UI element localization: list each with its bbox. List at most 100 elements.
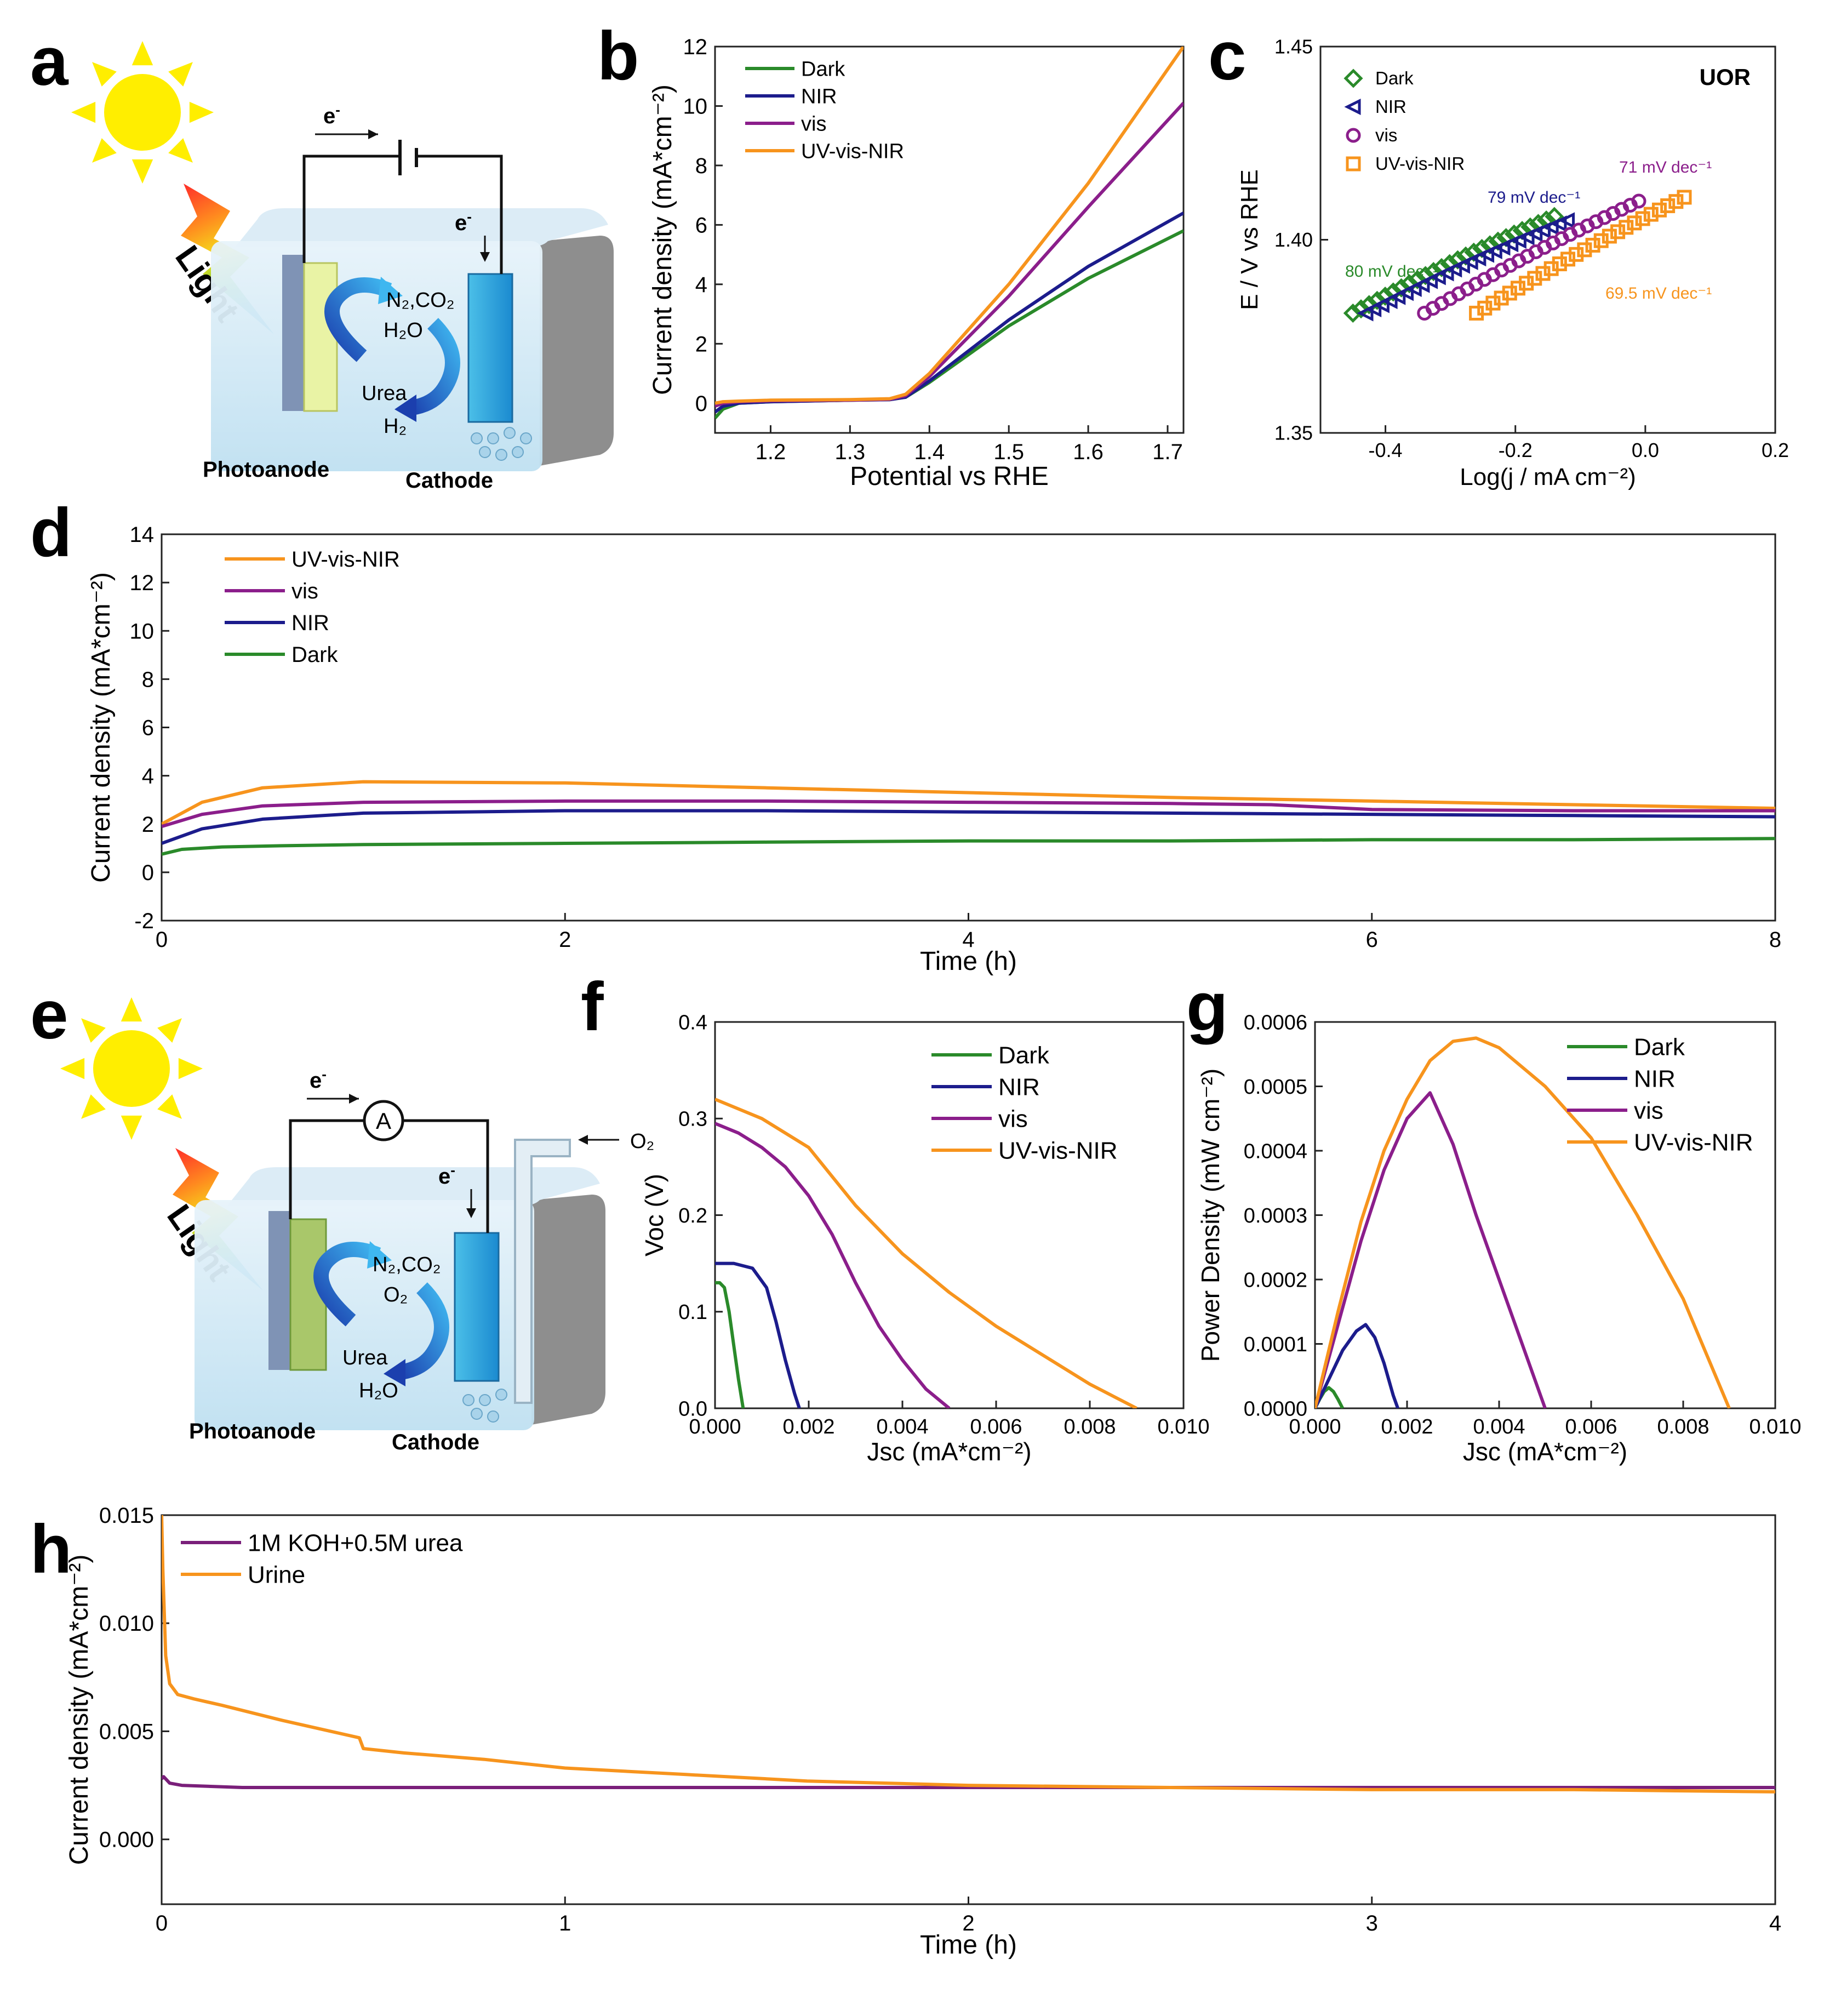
- sun-ray: [121, 1115, 142, 1140]
- sun-ray: [71, 101, 96, 123]
- data-point: [1373, 296, 1390, 313]
- oxygen-tube: [514, 1139, 571, 1404]
- y-tick-label: 8: [142, 667, 154, 692]
- series-line-nir: [1315, 1323, 1400, 1408]
- cell-side: [540, 236, 614, 466]
- x-tick-label: 1.5: [993, 440, 1024, 464]
- chart-h-urine: 0 1 2 3 4 0.000 0.005 0.010 0.015 Time (h) Current…: [65, 1504, 1781, 1960]
- photoanode-plate: [268, 1211, 290, 1370]
- y-axis-label: Current density (mA*cm⁻²): [648, 84, 677, 395]
- oxidation-arrow: [324, 277, 392, 362]
- data-point: [1351, 299, 1371, 319]
- wire-right: [416, 155, 503, 274]
- bubbles-icon: [462, 1389, 507, 1423]
- x-axis-label: Jsc (mA*cm⁻²): [867, 1437, 1031, 1466]
- data-point: [1602, 229, 1617, 244]
- cell-top: [236, 208, 608, 247]
- legend-label: UV-vis-NIR: [1634, 1129, 1753, 1156]
- y-tick-label: 10: [683, 94, 708, 118]
- data-point: [1421, 272, 1438, 289]
- sun-ray: [189, 101, 214, 123]
- data-point: [1631, 193, 1646, 209]
- series-line-dark: [162, 837, 1775, 856]
- series-line-urine: [162, 1515, 1775, 1794]
- y-tick-label: 6: [695, 213, 707, 237]
- slope-label: 79 mV dec⁻¹: [1488, 189, 1580, 207]
- data-point: [1399, 274, 1419, 294]
- legend-label: Dark: [801, 58, 845, 81]
- y-tick-label: 0.0005: [1244, 1076, 1307, 1099]
- hydrogen-label: H₂: [384, 415, 407, 438]
- sun-ray: [132, 159, 153, 184]
- x-tick-label: 0.2: [1762, 439, 1789, 461]
- oxygen-inlet-arrowhead: [578, 1135, 588, 1145]
- reduction-arrowhead: [384, 1359, 405, 1386]
- data-point: [1408, 270, 1427, 289]
- series-line-uv-vis-nir: [715, 1098, 1137, 1408]
- sun-ray: [81, 1018, 106, 1043]
- legend-label: NIR: [291, 611, 329, 635]
- data-point: [1381, 293, 1398, 310]
- product-label: N₂,CO₂: [373, 1253, 441, 1276]
- electron-label-top: e-: [310, 1066, 327, 1093]
- chart-f-voc: 0.000 0.002 0.004 0.006 0.008 0.010 0.0 0.1 0.2 0…: [640, 1011, 1210, 1466]
- wire-right: [403, 1119, 489, 1233]
- y-tick-label: 4: [695, 273, 707, 297]
- legend-label: NIR: [801, 85, 837, 108]
- x-tick-label: 2: [962, 1911, 974, 1935]
- data-point: [1635, 211, 1650, 226]
- plot-frame: [714, 45, 1185, 434]
- plot-frame: [161, 533, 1776, 922]
- x-axis-label: Time (h): [920, 947, 1017, 976]
- sun-ray: [157, 1018, 182, 1043]
- y-tick-label: 12: [130, 571, 155, 595]
- data-point: [1391, 278, 1411, 298]
- arrowhead-top: [349, 1094, 359, 1104]
- data-point: [1397, 284, 1414, 301]
- legend-label: NIR: [998, 1073, 1040, 1100]
- panel-label-e: e: [30, 977, 68, 1053]
- electron-label-side: e-: [438, 1162, 455, 1189]
- data-point: [1359, 295, 1379, 315]
- ammeter-icon: [363, 1100, 404, 1141]
- data-point: [1558, 212, 1575, 229]
- data-point: [1416, 266, 1436, 285]
- legend-label: vis: [801, 112, 826, 135]
- x-tick-label: 0.0: [1632, 439, 1659, 461]
- x-tick-label: 1.3: [835, 440, 866, 464]
- series-line-uv-vis-nir: [162, 780, 1775, 826]
- series-line-vis: [715, 1122, 951, 1408]
- y-tick-label: 0.000: [99, 1828, 154, 1852]
- legend-label: Urine: [248, 1561, 305, 1588]
- y-tick-label: 0.0: [678, 1397, 707, 1420]
- legend-label: UV-vis-NIR: [291, 547, 400, 572]
- sun-ray: [92, 138, 117, 163]
- series-line-nir: [715, 1261, 801, 1408]
- sun-ray: [168, 138, 193, 163]
- x-tick-label: 0.004: [1473, 1415, 1525, 1438]
- legend-label: UV-vis-NIR: [1375, 153, 1465, 174]
- data-point: [1677, 190, 1692, 205]
- data-point: [1577, 242, 1592, 258]
- y-tick-label: 0.2: [678, 1204, 707, 1227]
- panel-label-a: a: [30, 24, 69, 100]
- data-point: [1643, 207, 1659, 222]
- y-tick-label: 0.005: [99, 1720, 154, 1744]
- y-tick-label: 2: [695, 332, 707, 356]
- series-line-nir: [715, 212, 1184, 414]
- data-point: [1437, 265, 1454, 282]
- x-tick-label: 0: [156, 928, 168, 952]
- x-tick-label: 0.004: [876, 1415, 928, 1438]
- y-tick-label: 0.3: [678, 1108, 707, 1131]
- water-label: H₂O: [359, 1379, 398, 1402]
- y-tick-label: -2: [134, 909, 154, 933]
- chart-g-power: 0.000 0.002 0.004 0.006 0.008 0.010 0.0000 0.00…: [1196, 1011, 1802, 1466]
- x-axis-label: Jsc (mA*cm⁻²): [1463, 1437, 1627, 1466]
- x-tick-label: 0.010: [1157, 1415, 1209, 1438]
- sun-ray: [132, 41, 153, 66]
- chart-c-tafel: -0.4 -0.2 0.0 0.2 1.35 1.40 1.45 Log(j / mA cm⁻…: [1236, 36, 1789, 490]
- data-point: [1432, 258, 1451, 277]
- data-point: [1389, 288, 1406, 305]
- oxygen-label: O₂: [384, 1283, 408, 1306]
